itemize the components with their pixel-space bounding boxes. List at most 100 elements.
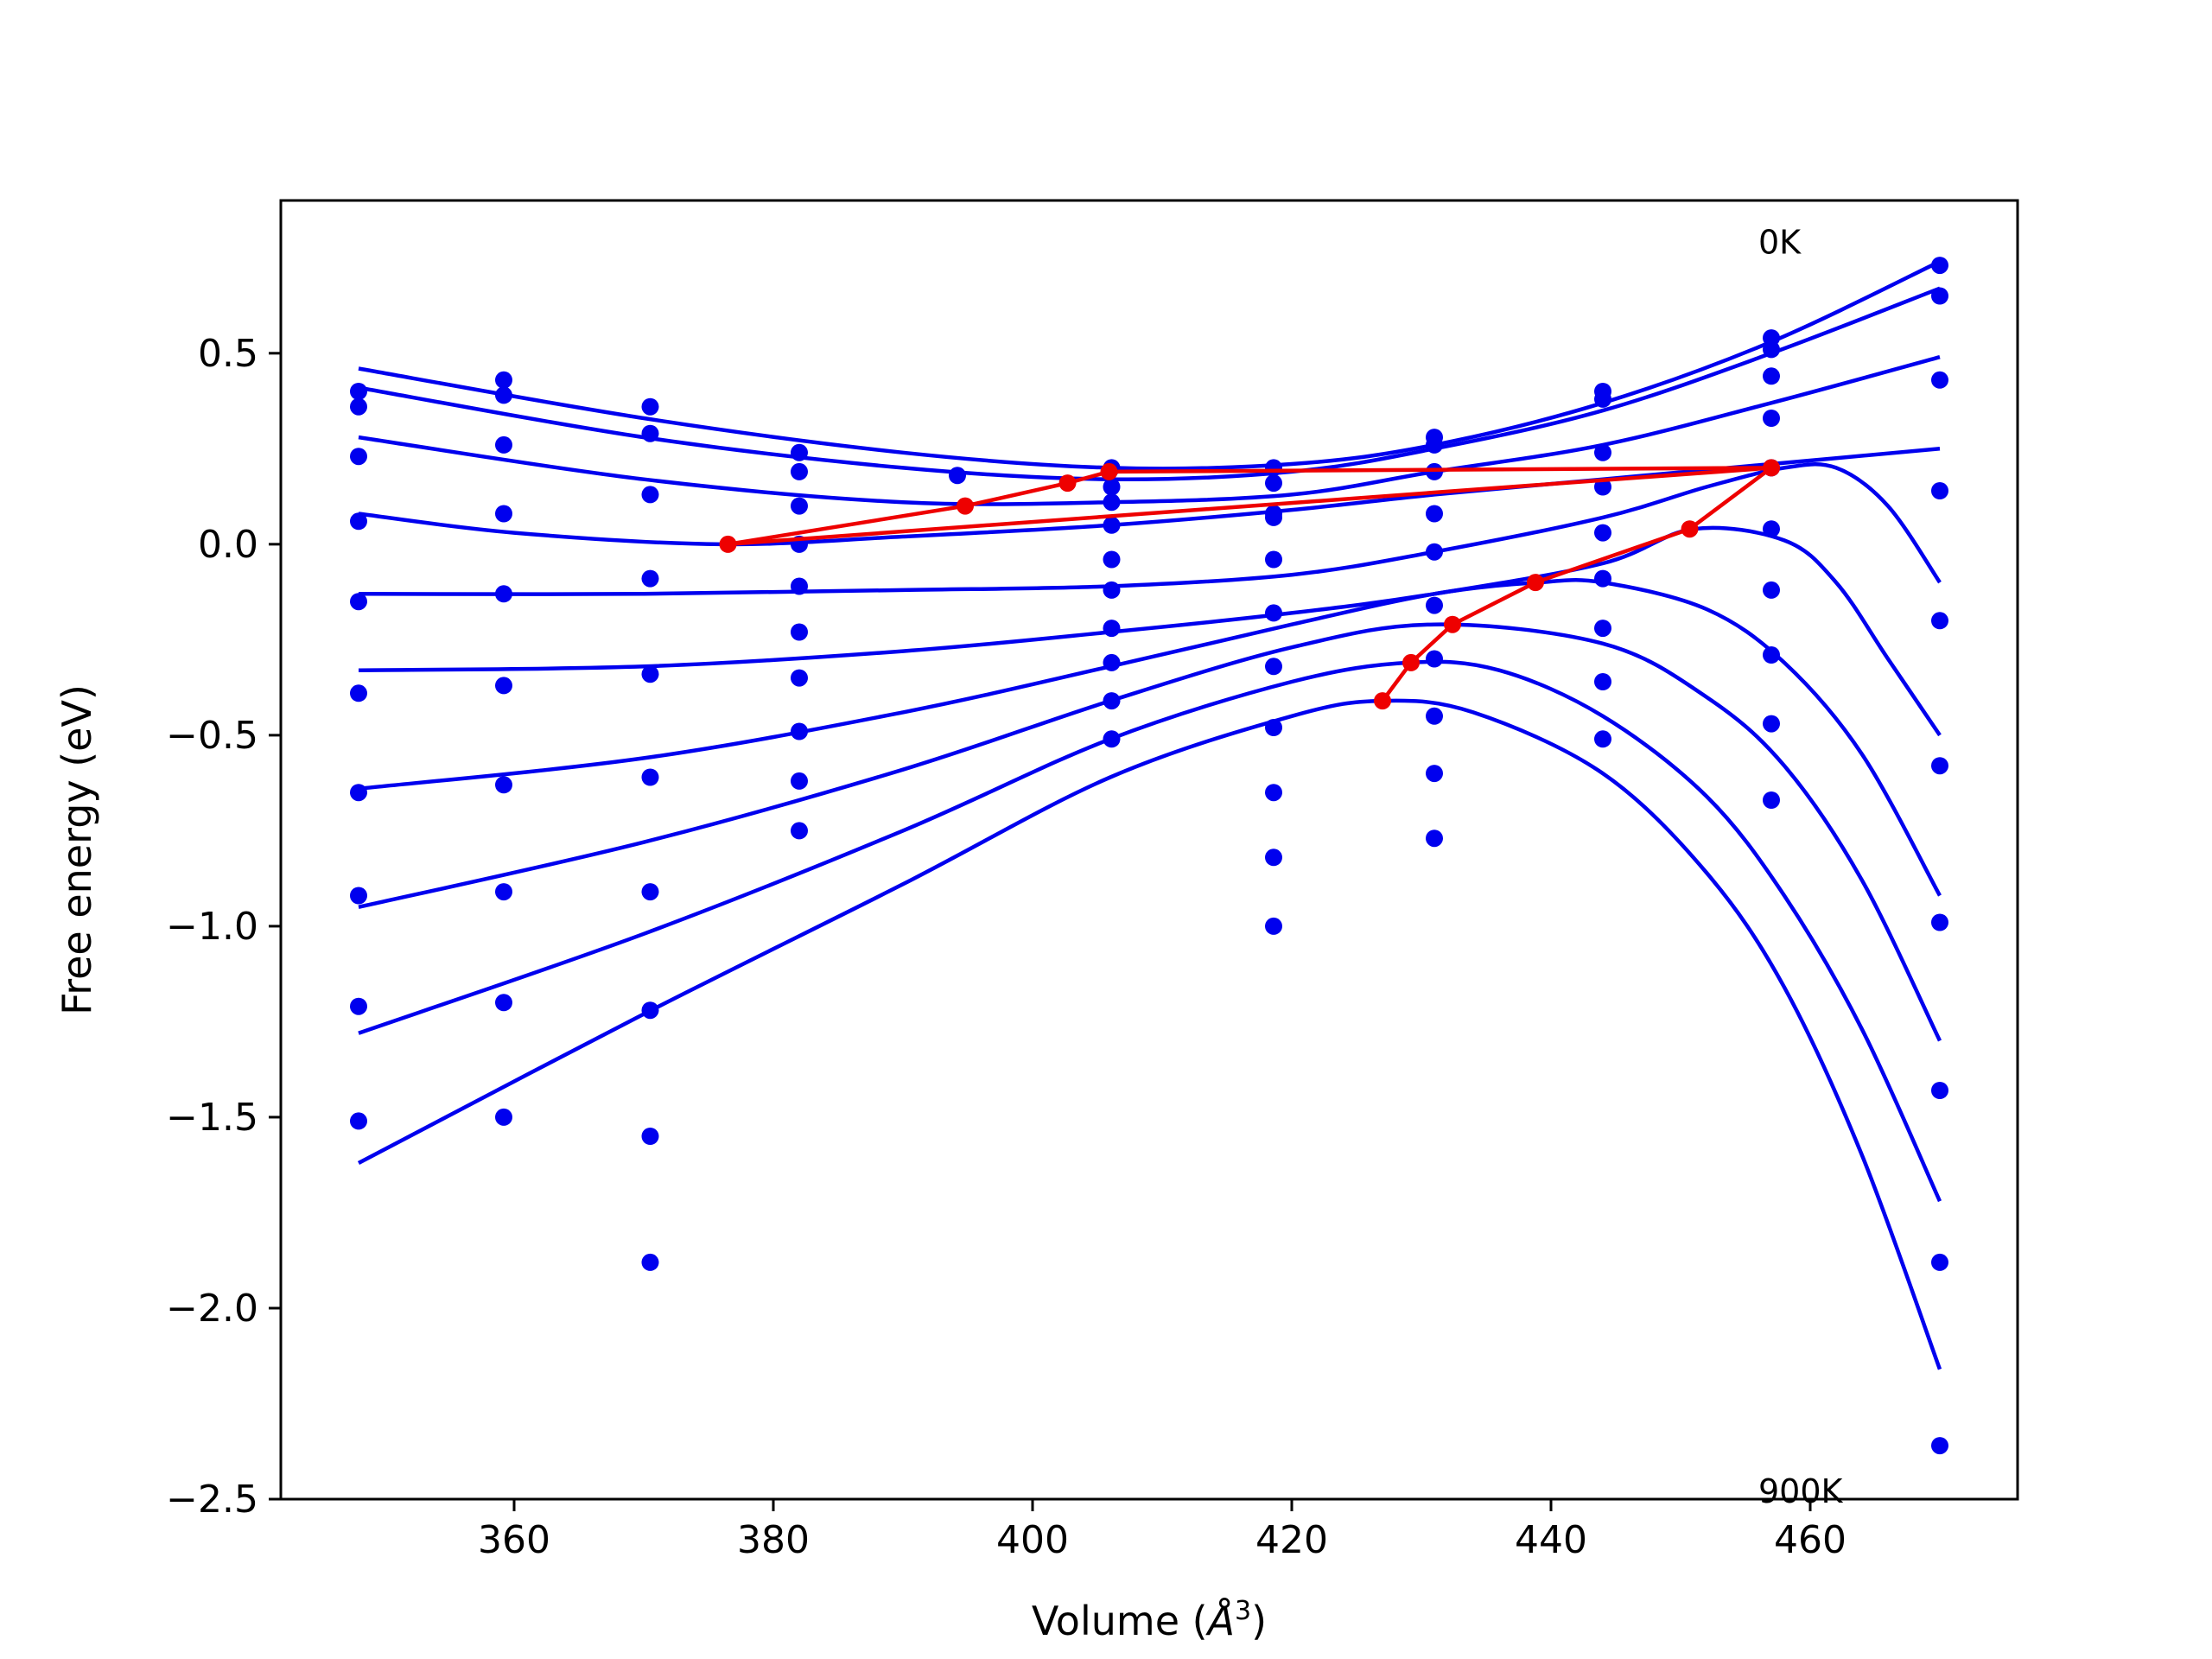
y-tick-label: 0.0 — [198, 523, 258, 567]
data-point — [1426, 650, 1443, 668]
data-point — [1103, 478, 1121, 496]
data-point — [1103, 581, 1121, 599]
data-point — [1763, 340, 1780, 359]
data-point — [495, 883, 512, 901]
data-point — [641, 1253, 659, 1271]
data-point — [350, 887, 367, 905]
data-point — [791, 443, 808, 461]
data-point — [495, 677, 512, 695]
data-point — [1265, 719, 1282, 736]
data-point — [495, 435, 512, 454]
data-point — [1763, 646, 1780, 664]
y-tick-label: −0.5 — [166, 714, 258, 758]
fit-curve-7 — [358, 622, 1942, 1042]
plot-area — [350, 257, 1948, 1455]
data-point — [350, 593, 367, 611]
x-axis-label-suffix: ) — [1251, 1598, 1267, 1644]
y-tick-label: 0.5 — [198, 332, 258, 376]
fit-curve-8 — [358, 659, 1942, 1203]
annotations: 0K 900K — [1758, 224, 1844, 1511]
data-point — [1103, 516, 1121, 534]
data-point — [1426, 765, 1443, 783]
data-point — [1594, 673, 1611, 690]
x-tick-label: 400 — [996, 1518, 1069, 1562]
data-point — [641, 486, 659, 504]
x-tick-label: 380 — [737, 1518, 810, 1562]
x-axis-ticks: 360 380 400 420 440 460 — [478, 1499, 1847, 1562]
data-point — [495, 505, 512, 523]
data-point — [350, 784, 367, 802]
data-point — [1931, 1082, 1948, 1099]
y-axis-label: Free energy (eV) — [54, 684, 100, 1015]
data-point — [641, 883, 659, 901]
fit-curve-2 — [358, 355, 1941, 506]
data-point — [1931, 1253, 1948, 1271]
data-point — [641, 1001, 659, 1020]
data-point — [350, 1112, 367, 1130]
data-point — [1265, 474, 1282, 493]
data-point — [350, 512, 367, 531]
annotation-label-0: 0K — [1758, 224, 1802, 262]
data-point — [1103, 730, 1121, 748]
data-point — [1426, 435, 1443, 454]
data-point — [1594, 569, 1611, 588]
axes-frame — [279, 199, 2019, 1501]
data-point — [350, 684, 367, 702]
data-point — [949, 467, 966, 485]
data-point — [1931, 257, 1948, 275]
minimum-path-line — [728, 466, 1777, 702]
data-point — [1763, 791, 1780, 809]
data-point — [1265, 604, 1282, 622]
minimum-point — [957, 497, 974, 515]
data-point — [1103, 692, 1121, 710]
data-point — [641, 424, 659, 442]
data-point — [495, 994, 512, 1012]
fit-curve-3 — [358, 447, 1941, 547]
data-point — [1763, 715, 1780, 733]
data-point — [1931, 482, 1948, 499]
data-point — [1931, 287, 1948, 305]
data-point — [1426, 830, 1443, 848]
data-point — [791, 497, 808, 515]
data-point — [1763, 410, 1780, 427]
data-point — [495, 371, 512, 389]
data-point — [1763, 520, 1780, 538]
minimum-point — [1444, 615, 1461, 633]
fit-curve-4 — [358, 461, 1942, 596]
data-point — [1265, 849, 1282, 867]
data-point — [1265, 459, 1282, 477]
data-point — [1265, 917, 1282, 935]
data-point — [1265, 784, 1282, 802]
y-tick-label: −1.5 — [166, 1096, 258, 1140]
data-point — [1594, 390, 1611, 408]
tie-line — [728, 466, 1772, 547]
minimum-point — [1763, 459, 1780, 477]
data-point — [1931, 371, 1948, 389]
data-point — [1265, 508, 1282, 526]
fit-curve-9 — [357, 698, 1942, 1370]
minimum-point — [1374, 692, 1391, 710]
data-point — [791, 462, 808, 480]
minimum-point — [719, 535, 737, 553]
data-point — [350, 997, 367, 1015]
data-point — [1763, 581, 1780, 599]
data-point — [791, 623, 808, 641]
data-point — [1594, 730, 1611, 748]
data-point — [350, 397, 367, 416]
data-point — [791, 772, 808, 790]
data-point — [1594, 478, 1611, 496]
data-point — [1103, 493, 1121, 512]
minimum-point — [1058, 474, 1077, 493]
data-point — [1594, 443, 1611, 461]
data-point — [791, 577, 808, 595]
data-point — [641, 665, 659, 683]
fit-curve-0 — [358, 259, 1941, 471]
fit-curve-5 — [358, 525, 1942, 737]
x-tick-label: 420 — [1255, 1518, 1328, 1562]
data-point — [791, 822, 808, 840]
data-point — [495, 776, 512, 794]
data-point — [641, 569, 659, 588]
data-point — [1931, 612, 1948, 630]
fit-curve-1 — [358, 286, 1941, 482]
